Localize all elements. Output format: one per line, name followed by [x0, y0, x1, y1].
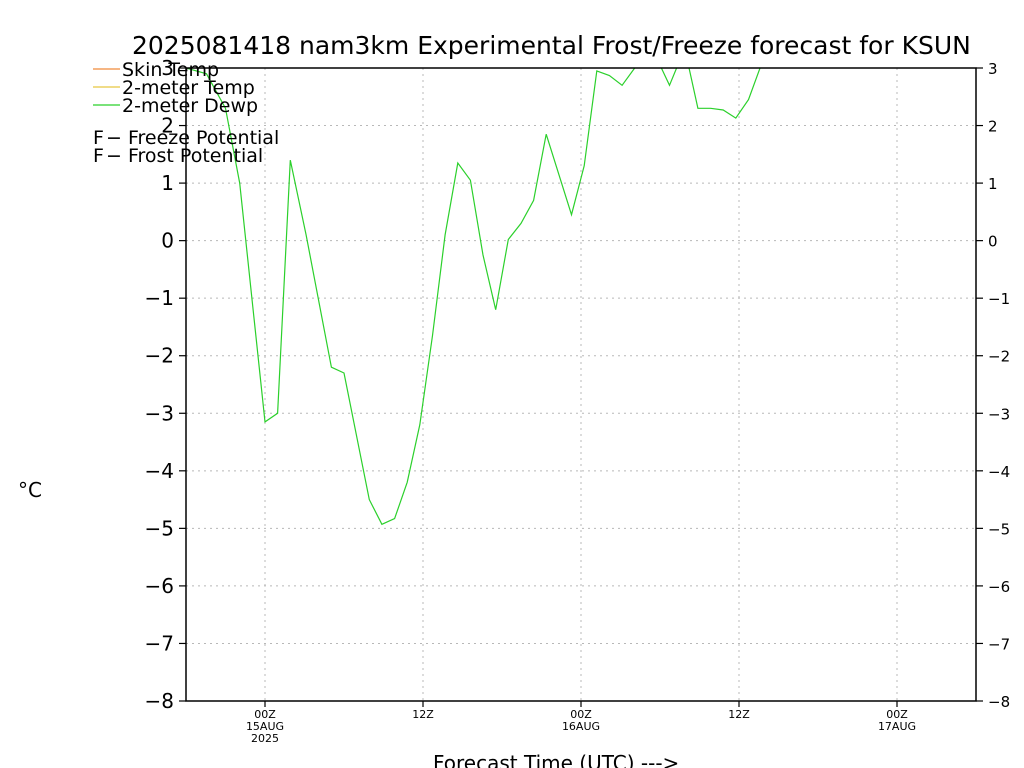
y-tick-label: −6 [145, 574, 174, 598]
y-tick-label: 3 [161, 56, 174, 80]
y-tick-label: −5 [988, 520, 1010, 538]
y-tick-label: −5 [145, 516, 174, 540]
x-tick-label: 15AUG [246, 720, 284, 733]
y-tick-label: 1 [988, 175, 998, 193]
y-tick-label: −7 [145, 631, 174, 655]
y-tick-label: 2 [988, 118, 998, 136]
y-tick-label: 0 [988, 233, 998, 251]
y-tick-label: 2 [161, 114, 174, 138]
y-tick-label: −3 [145, 401, 174, 425]
grid-lines [186, 68, 976, 701]
y-tick-label: −7 [988, 635, 1010, 653]
series-line-dewpoint [186, 68, 761, 526]
x-tick-label: 16AUG [562, 720, 600, 733]
legend-label: Skin Temp [122, 59, 219, 81]
x-tick-label: 2025 [251, 732, 279, 745]
legend-label: 2-meter Temp [122, 77, 255, 99]
y-tick-label: −4 [145, 459, 174, 483]
plot-frame [185, 67, 977, 702]
x-tick-label: 12Z [728, 708, 750, 721]
y-axis-left: −8 −7 −6 −5 −4 −3 −2 −1 0 1 2 3 [145, 56, 186, 713]
y-tick-label: −8 [988, 693, 1010, 711]
legend-label: 2-meter Dewp [122, 95, 258, 117]
potential-label: − Freeze Potential [106, 127, 279, 149]
potential-label: − Frost Potential [106, 145, 263, 167]
y-tick-label: −1 [988, 290, 1010, 308]
y-axis-label: °C [18, 478, 42, 502]
y-tick-label: −3 [988, 405, 1010, 423]
chart-title: 2025081418 nam3km Experimental Frost/Fre… [132, 31, 971, 60]
series-layer [186, 68, 761, 526]
y-tick-label: 0 [161, 229, 174, 253]
y-tick-label: −4 [988, 463, 1010, 481]
x-tick-label: 17AUG [878, 720, 916, 733]
y-tick-label: 1 [161, 171, 174, 195]
y-tick-label: −8 [145, 689, 174, 713]
potential-symbol: F [93, 127, 104, 149]
y-tick-label: −6 [988, 578, 1010, 596]
x-tick-label: 00Z [254, 708, 276, 721]
y-tick-label: 3 [988, 60, 998, 78]
y-tick-label: −2 [145, 344, 174, 368]
x-axis-label: Forecast Time (UTC) ---> [433, 751, 679, 768]
x-tick-label: 00Z [886, 708, 908, 721]
y-tick-label: −1 [145, 286, 174, 310]
x-tick-label: 00Z [570, 708, 592, 721]
x-tick-label: 12Z [412, 708, 434, 721]
y-axis-right: −8 −7 −6 −5 −4 −3 −2 −1 0 1 2 3 [976, 60, 1010, 711]
y-tick-label: −2 [988, 348, 1010, 366]
potential-symbol: F [93, 145, 104, 167]
